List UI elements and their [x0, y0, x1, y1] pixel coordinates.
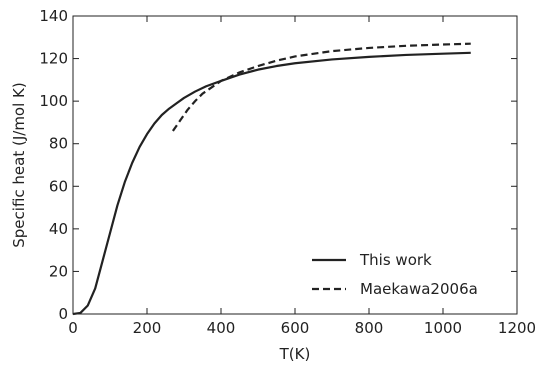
x-axis: 0 200 400 600 800 1000 1200	[68, 16, 536, 337]
y-tick-label: 20	[49, 262, 68, 280]
y-tick-label: 0	[58, 305, 68, 323]
x-axis-label: T(K)	[279, 345, 311, 363]
x-tick-label: 0	[68, 319, 78, 337]
series-line-1	[72, 51, 471, 316]
y-tick-label: 100	[39, 92, 68, 110]
x-tick-label: 1200	[498, 319, 536, 337]
y-tick-label: 40	[49, 220, 68, 238]
x-tick-label: 400	[207, 319, 236, 337]
axes-frame	[72, 15, 518, 315]
y-tick-label: 120	[39, 50, 68, 68]
y-axis-label: Specific heat (J/mol K)	[10, 82, 28, 247]
legend-label-2: Maekawa2006a	[360, 280, 478, 298]
y-tick-label: 60	[49, 177, 68, 195]
y-axis: 0 20 40 60 80 100 120 140	[39, 7, 517, 323]
x-tick-label: 1000	[424, 319, 462, 337]
x-tick-label: 600	[281, 319, 310, 337]
x-tick-label: 800	[355, 319, 384, 337]
legend-label-1: This work	[359, 251, 432, 269]
legend: This work Maekawa2006a	[312, 251, 478, 298]
y-tick-label: 140	[39, 7, 68, 25]
series-line-2	[171, 42, 471, 132]
series-layer	[72, 42, 471, 316]
y-tick-label: 80	[49, 135, 68, 153]
x-tick-label: 200	[133, 319, 162, 337]
